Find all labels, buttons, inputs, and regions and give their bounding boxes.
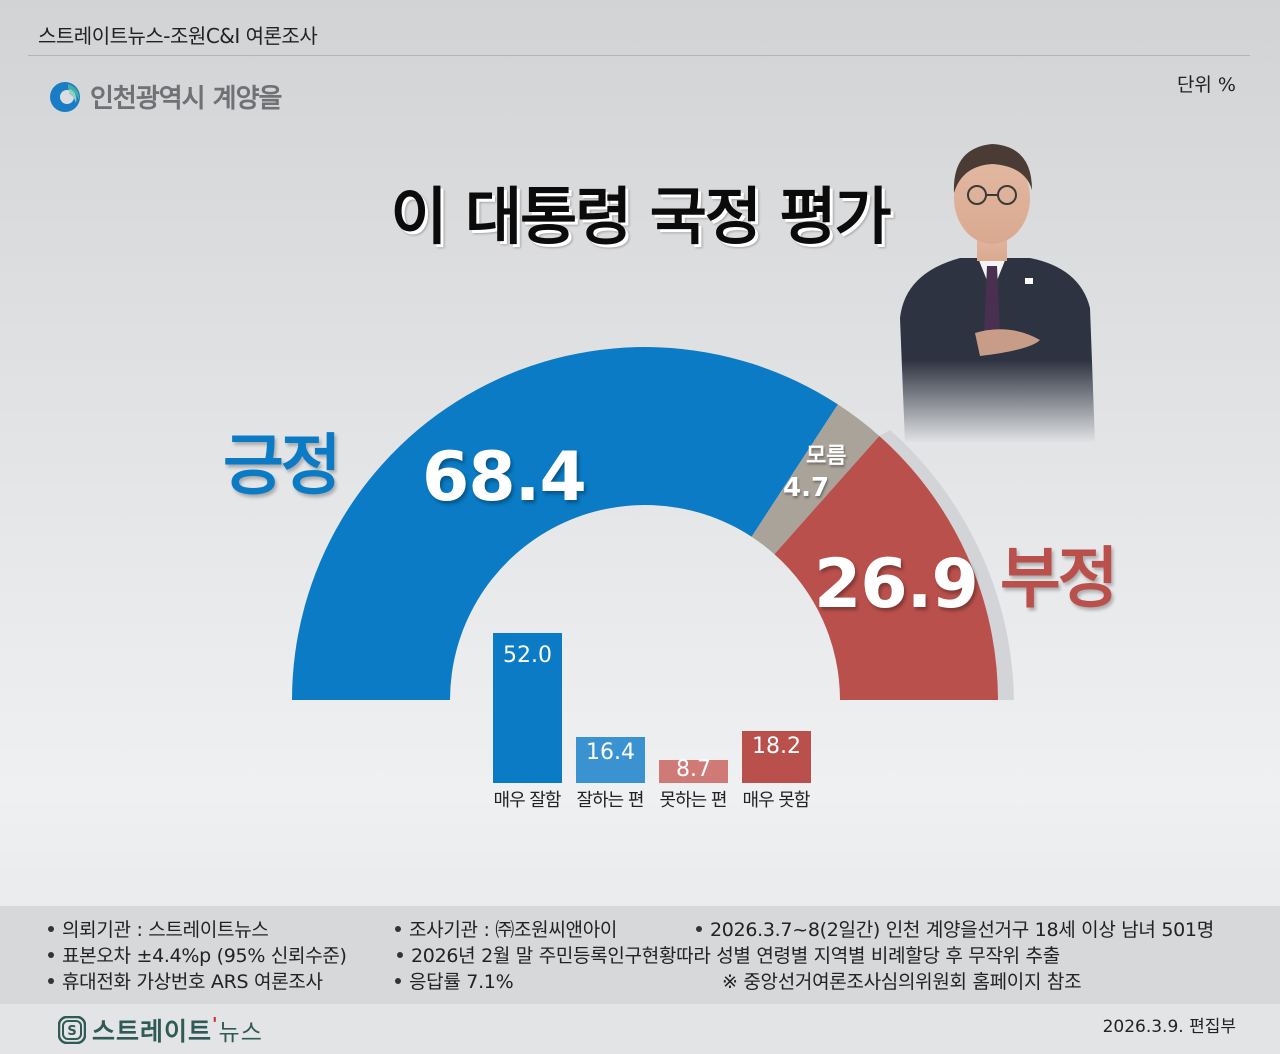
bullet-icon — [395, 977, 401, 984]
bar-value: 8.7 — [676, 757, 711, 782]
poll-source-heading: 스트레이트뉴스-조원C&I 여론조사 — [38, 24, 318, 48]
bar-somewhat-bad: 8.7 — [659, 757, 728, 783]
note-response: 응답률 7.1% — [395, 967, 514, 994]
note-reference: ※ 중앙선거여론조사심의위원회 홈페이지 참조 — [722, 971, 1082, 993]
brand-name: 스트레이트'뉴스 — [92, 1014, 263, 1046]
bar-very-good: 52.0 — [493, 633, 562, 783]
chart-title: 이 대통령 국정 평가 — [390, 180, 891, 253]
note-client: 의뢰기관 : 스트레이트뉴스 — [48, 915, 269, 942]
region-label: 인천광역시 계양을 — [48, 78, 282, 115]
bullet-icon — [48, 951, 54, 958]
bar-label: 매우 잘함 — [493, 790, 562, 811]
positive-segment — [292, 347, 838, 700]
incheon-logo-icon — [50, 81, 80, 112]
region-name: 인천광역시 계양을 — [90, 84, 282, 114]
bullet-icon — [395, 925, 401, 932]
president-photo — [880, 118, 1105, 443]
note-period: 2026.3.7~8(2일간) 인천 계양을선거구 18세 이상 남녀 501명 — [696, 915, 1214, 942]
note-agency: 조사기관 : ㈜조원씨앤아이 — [395, 915, 617, 942]
bullet-icon — [48, 977, 54, 984]
note-sampling: 2026년 2월 말 주민등록인구현황따라 성별 연령별 지역별 비례할당 후 … — [397, 941, 1060, 968]
dont-know-segment — [751, 404, 880, 555]
bar-value: 52.0 — [503, 643, 552, 668]
bullet-icon — [696, 925, 702, 932]
negative-arc-shadow — [879, 430, 1014, 700]
note-method: 휴대전화 가상번호 ARS 여론조사 — [48, 967, 323, 994]
bar-label: 매우 못함 — [742, 790, 811, 811]
straight-news-logo-icon: S — [58, 1016, 86, 1044]
divider — [28, 55, 1250, 56]
bar-label: 잘하는 편 — [576, 790, 645, 811]
methodology-panel — [0, 906, 1280, 1004]
bottom-strip — [0, 1004, 1280, 1054]
note-margin: 표본오차 ±4.4%p (95% 신뢰수준) — [48, 941, 347, 968]
positive-value: 68.4 — [422, 438, 587, 517]
bar-value: 18.2 — [752, 734, 801, 759]
bar-label: 못하는 편 — [659, 790, 728, 811]
bar-value: 16.4 — [586, 740, 635, 765]
dont-know-label: 모름 — [806, 444, 847, 469]
negative-label: 부정 — [1000, 540, 1118, 617]
dont-know-value: 4.7 — [783, 473, 830, 503]
brand-logo: S 스트레이트'뉴스 — [58, 1012, 263, 1048]
negative-value: 26.9 — [814, 545, 979, 624]
svg-text:S: S — [67, 1024, 76, 1039]
unit-label: 단위 % — [1176, 74, 1236, 96]
bullet-icon — [48, 925, 54, 932]
positive-label: 긍정 — [223, 427, 341, 504]
bar-somewhat-good: 16.4 — [576, 737, 645, 783]
bar-very-bad: 18.2 — [742, 731, 811, 783]
date-credit: 2026.3.9. 편집부 — [1102, 1017, 1236, 1037]
negative-segment — [774, 436, 998, 700]
bullet-icon — [397, 951, 403, 958]
